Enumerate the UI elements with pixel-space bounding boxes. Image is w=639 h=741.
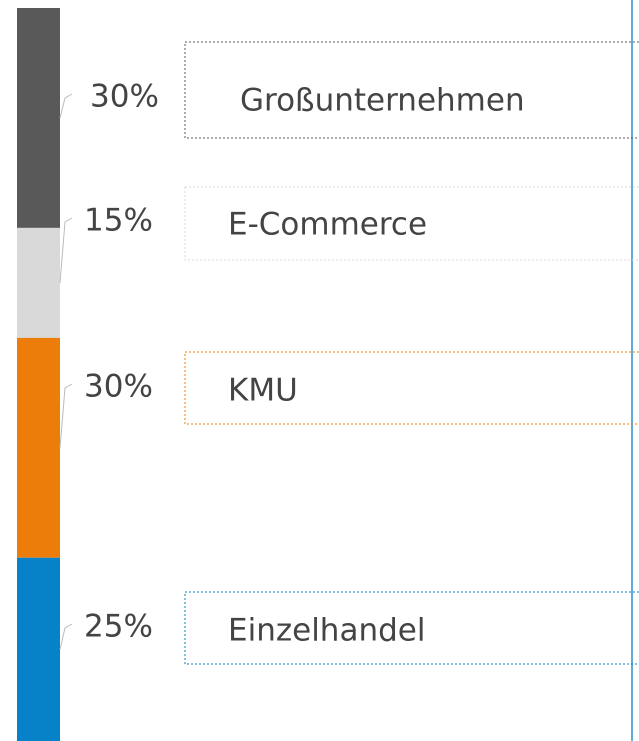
bar-segment [17, 227, 60, 338]
legend-label: Einzelhandel [228, 613, 425, 649]
value-label: 30% [90, 79, 159, 115]
bar-segment [17, 8, 60, 228]
value-label: 25% [84, 609, 153, 645]
value-label: 15% [84, 203, 153, 239]
leader-line [59, 93, 73, 119]
value-label: 30% [84, 369, 153, 405]
leader-line [59, 383, 73, 448]
legend-label: E-Commerce [228, 207, 427, 243]
label-box [184, 41, 639, 139]
leader-line [59, 623, 73, 650]
label-box [184, 351, 639, 425]
bar-segment [17, 337, 60, 558]
legend-label: KMU [228, 373, 298, 409]
label-box [184, 186, 639, 261]
label-box [184, 591, 639, 665]
legend-label: Großunternehmen [240, 83, 525, 119]
leader-line [59, 217, 73, 283]
bar-segment [17, 557, 60, 741]
